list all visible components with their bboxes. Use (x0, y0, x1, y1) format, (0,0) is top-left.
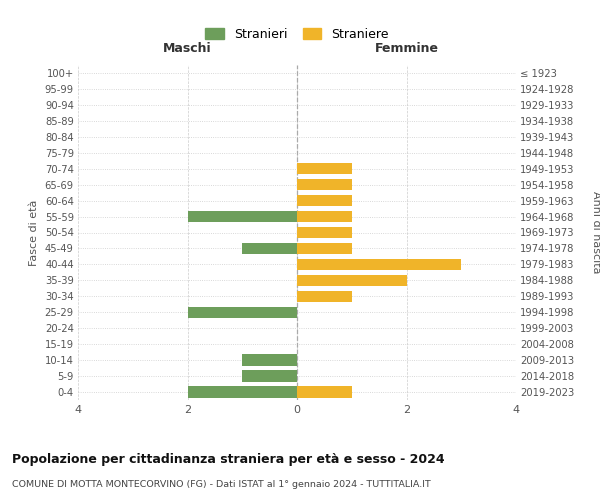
Bar (187, 386, 297, 398)
Legend: Stranieri, Straniere: Stranieri, Straniere (202, 24, 392, 45)
Bar (297, 211, 352, 222)
Bar (187, 211, 297, 222)
Bar (242, 242, 297, 254)
Bar (297, 386, 352, 398)
Text: Maschi: Maschi (163, 42, 212, 55)
Bar (297, 274, 407, 286)
Bar (242, 354, 297, 366)
Text: COMUNE DI MOTTA MONTECORVINO (FG) - Dati ISTAT al 1° gennaio 2024 - TUTTITALIA.I: COMUNE DI MOTTA MONTECORVINO (FG) - Dati… (12, 480, 431, 489)
Bar (297, 195, 352, 206)
Text: Popolazione per cittadinanza straniera per età e sesso - 2024: Popolazione per cittadinanza straniera p… (12, 452, 445, 466)
Bar (297, 290, 352, 302)
Bar (242, 370, 297, 382)
Bar (297, 163, 352, 174)
Text: Femmine: Femmine (374, 42, 439, 55)
Y-axis label: Fasce di età: Fasce di età (29, 200, 39, 266)
Bar (297, 227, 352, 238)
Bar (297, 179, 352, 190)
Bar (297, 242, 352, 254)
Y-axis label: Anni di nascita: Anni di nascita (592, 191, 600, 274)
Bar (187, 306, 297, 318)
Bar (297, 258, 461, 270)
